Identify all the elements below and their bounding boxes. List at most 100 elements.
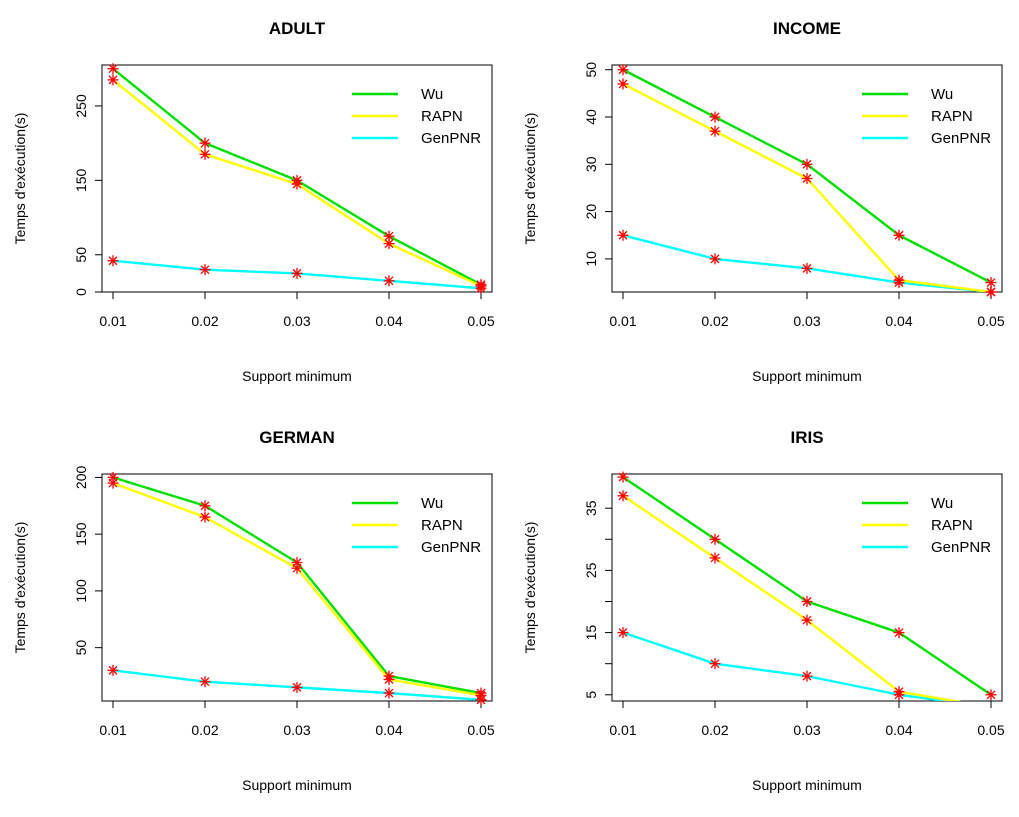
data-point-genpnr — [801, 262, 813, 274]
chart-svg: GERMAN Support minimum Temps d'exécution(s… — [12, 428, 495, 793]
data-point-rapn — [383, 673, 395, 685]
legend-item-rapn: RAPN — [352, 108, 463, 125]
x-tick-label: 0.03 — [283, 722, 310, 738]
data-point-rapn — [617, 78, 629, 90]
legend-item-genpnr: GenPNR — [352, 539, 481, 556]
data-point-rapn — [199, 511, 211, 523]
data-point-genpnr — [709, 658, 721, 670]
legend-item-genpnr: GenPNR — [862, 539, 991, 556]
data-point-rapn — [291, 178, 303, 190]
data-point-genpnr — [709, 253, 721, 265]
data-point-rapn — [801, 173, 813, 184]
data-point-wu — [893, 627, 905, 639]
data-point-wu — [617, 64, 629, 76]
chart-svg: ADULT Support minimum Temps d'exécution(s)… — [12, 19, 495, 384]
y-tick-label: 35 — [583, 500, 599, 516]
data-point-genpnr — [475, 282, 487, 294]
y-tick-label: 20 — [583, 204, 599, 220]
y-axis-label: Temps d'exécution(s) — [12, 522, 28, 654]
data-point-rapn — [291, 562, 303, 574]
y-tick-label: 50 — [73, 247, 89, 263]
chart-title: IRIS — [790, 428, 823, 447]
data-point-wu — [893, 229, 905, 241]
x-axis: 0.01 0.02 0.03 0.04 0.05 — [609, 292, 1005, 329]
legend-item-rapn: RAPN — [352, 517, 463, 534]
legend-item-wu: Wu — [862, 86, 953, 103]
data-point-genpnr — [617, 627, 629, 639]
y-axis-label: Temps d'exécution(s) — [522, 522, 538, 654]
data-point-wu — [985, 689, 997, 701]
data-point-genpnr — [383, 687, 395, 699]
y-axis: 10 20 30 40 50 — [583, 62, 612, 267]
chart-panel-adult: ADULT Support minimum Temps d'exécution(s)… — [0, 0, 509, 408]
legend-label: GenPNR — [931, 539, 991, 556]
data-point-wu — [617, 471, 629, 483]
series-line-genpnr — [622, 631, 954, 701]
y-tick-label: 150 — [73, 522, 89, 546]
x-tick-label: 0.01 — [609, 313, 636, 329]
y-tick-label: 0 — [73, 288, 89, 296]
legend-item-wu: Wu — [862, 495, 953, 512]
data-point-genpnr — [199, 264, 211, 276]
data-point-wu — [801, 158, 813, 170]
data-point-wu — [985, 277, 997, 289]
x-tick-label: 0.01 — [609, 722, 636, 738]
markers — [617, 471, 997, 701]
data-point-genpnr — [291, 267, 303, 279]
x-tick-label: 0.01 — [99, 722, 126, 738]
data-point-rapn — [383, 238, 395, 250]
x-axis: 0.01 0.02 0.03 0.04 0.05 — [99, 701, 495, 738]
data-point-genpnr — [107, 255, 119, 267]
series-line-rapn — [112, 481, 482, 697]
y-axis: 5 15 25 35 — [583, 500, 612, 699]
legend-item-genpnr: GenPNR — [862, 130, 991, 147]
y-axis: 50 100 150 200 — [73, 466, 102, 655]
x-tick-label: 0.02 — [191, 722, 218, 738]
x-tick-label: 0.05 — [977, 313, 1004, 329]
data-point-wu — [199, 137, 211, 149]
chart-panel-german: GERMAN Support minimum Temps d'exécution(s… — [0, 409, 509, 817]
chart-svg: INCOME Support minimum Temps d'exécution(s… — [522, 19, 1005, 384]
x-tick-label: 0.03 — [283, 313, 310, 329]
y-tick-label: 5 — [583, 691, 599, 699]
legend: Wu RAPN GenPNR — [862, 495, 991, 556]
data-point-rapn — [801, 614, 813, 626]
y-tick-label: 250 — [73, 94, 89, 118]
data-point-genpnr — [199, 676, 211, 688]
chart-title: ADULT — [269, 19, 326, 38]
data-point-genpnr — [985, 286, 997, 298]
data-point-wu — [199, 500, 211, 512]
data-point-wu — [709, 533, 721, 545]
x-axis: 0.01 0.02 0.03 0.04 0.05 — [99, 292, 495, 329]
x-tick-label: 0.05 — [467, 313, 494, 329]
legend-label: RAPN — [421, 517, 463, 534]
data-point-genpnr — [893, 689, 905, 701]
x-tick-label: 0.02 — [701, 313, 728, 329]
chart-panel-income: INCOME Support minimum Temps d'exécution(s… — [510, 0, 1019, 408]
chart-title: GERMAN — [259, 428, 335, 447]
data-point-genpnr — [107, 664, 119, 676]
chart-title: INCOME — [773, 19, 841, 38]
data-point-rapn — [107, 477, 119, 489]
legend: Wu RAPN GenPNR — [352, 86, 481, 147]
x-tick-label: 0.01 — [99, 313, 126, 329]
data-point-wu — [801, 595, 813, 607]
data-point-rapn — [709, 125, 721, 137]
x-tick-label: 0.03 — [793, 722, 820, 738]
data-point-genpnr — [291, 681, 303, 693]
x-tick-label: 0.04 — [375, 722, 402, 738]
legend-label: Wu — [931, 86, 953, 103]
x-axis-label: Support minimum — [242, 368, 352, 384]
chart-svg: IRIS Support minimum Temps d'exécution(s) 0… — [522, 428, 1005, 793]
x-axis-label: Support minimum — [752, 368, 862, 384]
legend: Wu RAPN GenPNR — [862, 86, 991, 147]
legend: Wu RAPN GenPNR — [352, 495, 481, 556]
legend-label: Wu — [421, 495, 443, 512]
y-tick-label: 150 — [73, 168, 89, 192]
y-axis-label: Temps d'exécution(s) — [522, 113, 538, 245]
x-tick-label: 0.04 — [885, 722, 912, 738]
legend-item-rapn: RAPN — [862, 517, 973, 534]
y-axis-label: Temps d'exécution(s) — [12, 113, 28, 245]
x-tick-label: 0.02 — [191, 313, 218, 329]
x-tick-label: 0.05 — [977, 722, 1004, 738]
